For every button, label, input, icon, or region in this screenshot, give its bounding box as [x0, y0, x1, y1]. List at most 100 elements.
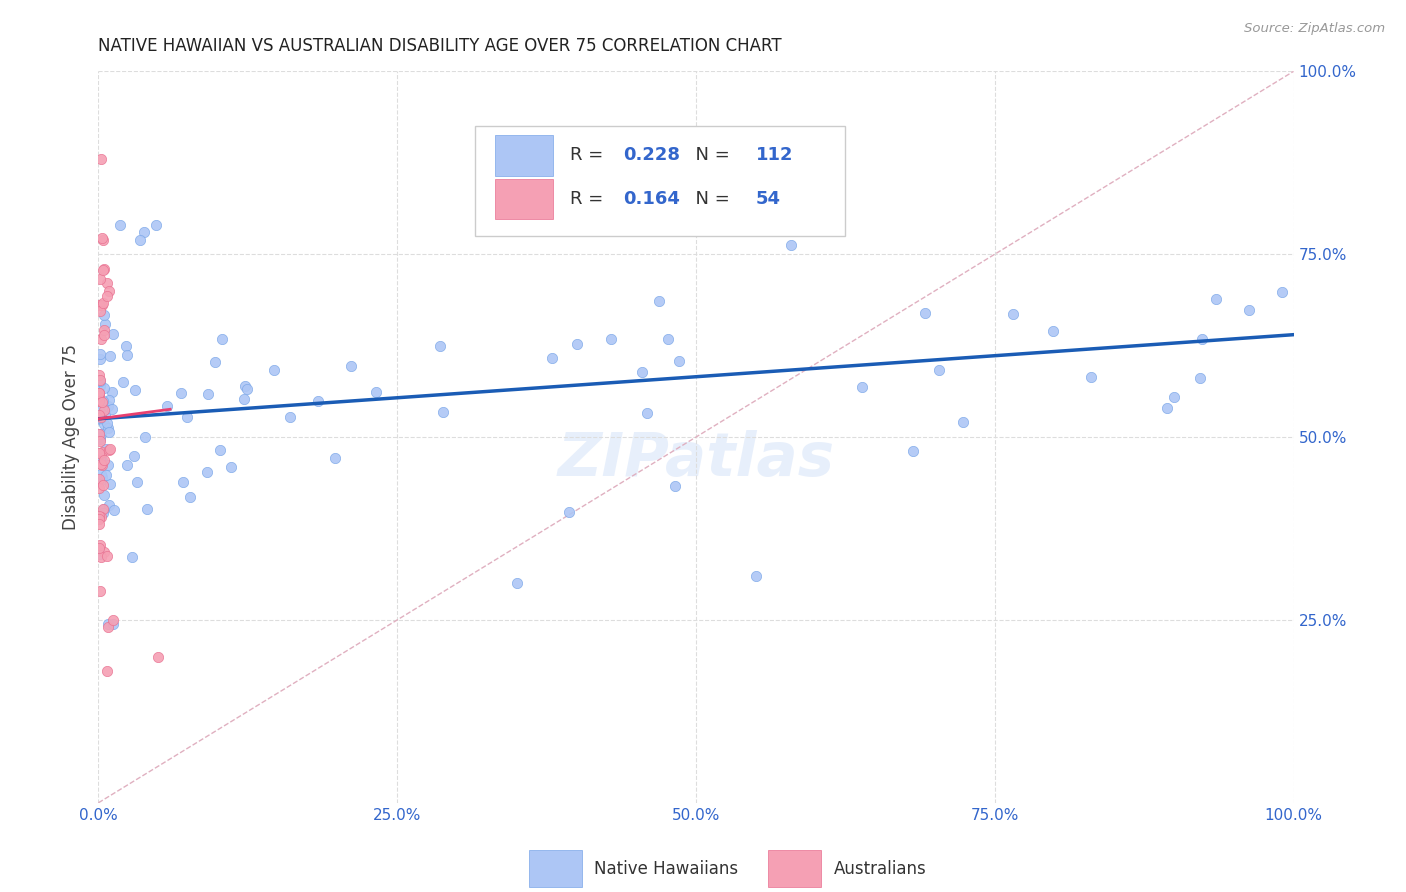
Point	[89, 297, 111, 311]
Point	[97, 399, 120, 413]
Point	[98, 284, 121, 298]
Point	[1163, 390, 1185, 404]
Point	[90, 445, 112, 459]
Point	[89, 304, 111, 318]
Point	[340, 359, 363, 373]
Point	[89, 539, 111, 553]
Point	[631, 366, 654, 380]
Point	[87, 408, 110, 422]
Point	[97, 425, 120, 439]
Point	[93, 261, 115, 276]
Point	[89, 379, 111, 393]
Point	[204, 355, 226, 369]
Point	[136, 502, 159, 516]
Point	[209, 443, 232, 458]
Point	[179, 490, 201, 504]
Point	[98, 442, 121, 457]
Point	[263, 362, 285, 376]
Point	[89, 374, 111, 388]
Point	[211, 332, 233, 346]
Point	[93, 478, 115, 492]
Point	[93, 453, 115, 467]
Point	[323, 450, 346, 465]
Point	[91, 231, 114, 245]
Text: N =: N =	[685, 146, 735, 164]
Point	[1191, 332, 1213, 346]
Text: R =: R =	[571, 146, 609, 164]
Point	[307, 393, 329, 408]
Point	[565, 337, 588, 351]
Point	[91, 233, 114, 247]
Point	[94, 402, 117, 417]
Text: 0.164: 0.164	[623, 190, 681, 209]
Point	[87, 389, 110, 403]
Y-axis label: Disability Age Over 75: Disability Age Over 75	[62, 344, 80, 530]
Text: Source: ZipAtlas.com: Source: ZipAtlas.com	[1244, 22, 1385, 36]
Point	[89, 377, 111, 392]
Point	[928, 363, 950, 377]
Text: NATIVE HAWAIIAN VS AUSTRALIAN DISABILITY AGE OVER 75 CORRELATION CHART: NATIVE HAWAIIAN VS AUSTRALIAN DISABILITY…	[98, 37, 782, 54]
Point	[97, 620, 120, 634]
Point	[89, 474, 111, 488]
Point	[89, 373, 111, 387]
Point	[197, 387, 219, 401]
Point	[93, 328, 115, 343]
Point	[432, 405, 454, 419]
Point	[90, 395, 112, 409]
Point	[636, 406, 658, 420]
Point	[111, 375, 134, 389]
Point	[91, 298, 114, 312]
Point	[1271, 285, 1294, 299]
Point	[233, 392, 256, 406]
Point	[745, 569, 768, 583]
Point	[94, 408, 117, 422]
Point	[93, 323, 115, 337]
Point	[170, 386, 193, 401]
Point	[91, 393, 114, 408]
Point	[98, 392, 121, 407]
Point	[1237, 303, 1260, 318]
Point	[429, 339, 451, 353]
Text: ZIPatlas: ZIPatlas	[557, 430, 835, 489]
Point	[89, 547, 111, 561]
Point	[93, 308, 115, 322]
Point	[121, 549, 143, 564]
Point	[94, 442, 117, 456]
Point	[540, 351, 562, 365]
Point	[89, 271, 111, 285]
Point	[233, 378, 256, 392]
Point	[87, 541, 110, 555]
Point	[668, 353, 690, 368]
Point	[87, 511, 110, 525]
Text: Native Hawaiians: Native Hawaiians	[595, 860, 738, 878]
Point	[122, 449, 145, 463]
Point	[89, 584, 111, 599]
Point	[90, 152, 112, 166]
Point	[100, 385, 122, 400]
Point	[1002, 307, 1025, 321]
Point	[91, 469, 114, 483]
Point	[103, 326, 125, 341]
Point	[125, 475, 148, 489]
Point	[90, 509, 112, 524]
Point	[93, 501, 115, 516]
Point	[1042, 324, 1064, 338]
Point	[96, 277, 118, 291]
Point	[914, 306, 936, 320]
Point	[89, 351, 111, 366]
Point	[90, 427, 112, 442]
FancyBboxPatch shape	[475, 126, 845, 235]
Point	[87, 385, 110, 400]
FancyBboxPatch shape	[495, 179, 553, 219]
Point	[851, 380, 873, 394]
Point	[89, 429, 111, 443]
Point	[599, 332, 621, 346]
Point	[90, 455, 112, 469]
Point	[91, 262, 114, 277]
Point	[97, 420, 120, 434]
Point	[101, 616, 124, 631]
Point	[93, 417, 115, 432]
Point	[89, 409, 111, 424]
Point	[96, 549, 118, 563]
Point	[98, 476, 121, 491]
